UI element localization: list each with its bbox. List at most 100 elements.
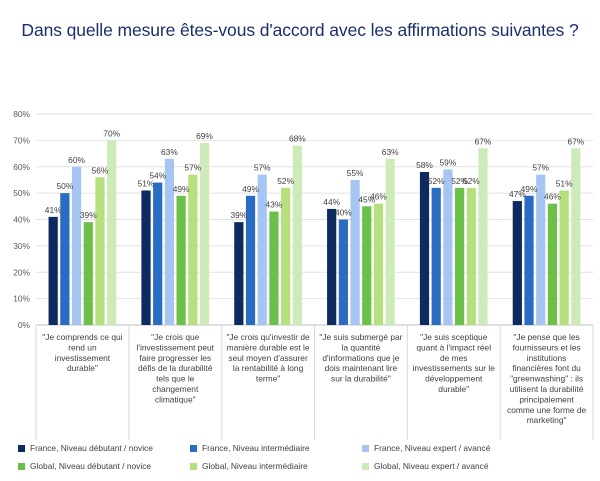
legend-item: Global, Niveau expert / avancé — [362, 461, 562, 471]
bar — [373, 203, 384, 325]
data-label: 68% — [289, 134, 306, 144]
legend-label: Global, Niveau débutant / novice — [30, 461, 152, 471]
legend-swatch — [18, 462, 25, 470]
x-tick-label: changement — [152, 384, 199, 394]
y-tick-label: 70% — [13, 135, 30, 145]
x-tick-label: "Je suis submergé par — [319, 332, 402, 342]
bar — [478, 148, 488, 325]
x-tick-label: investissement — [55, 353, 111, 363]
x-tick-label: durable" — [67, 363, 98, 373]
bar — [188, 174, 198, 325]
data-label: 67% — [567, 136, 584, 146]
data-label: 51% — [138, 178, 155, 188]
legend-item: France, Niveau expert / avancé — [362, 443, 562, 453]
x-tick-label: durable" — [438, 384, 469, 394]
bar — [199, 143, 210, 325]
data-label: 58% — [416, 160, 433, 170]
y-tick-label: 80% — [13, 109, 30, 119]
bar — [362, 206, 372, 325]
bar — [234, 222, 244, 325]
bar-chart: 0% 10% 20% 30% 40% 50% 60% 70% 80% 41% 50% 60% 39% 5… — [13, 109, 594, 440]
bar — [443, 169, 453, 325]
y-tick-label: 40% — [13, 215, 30, 225]
x-tick-label: "Je comprends ce qui — [42, 332, 122, 342]
bar — [536, 174, 546, 325]
x-tick-label: "Je pense que les — [513, 332, 579, 342]
legend-swatch — [362, 462, 369, 470]
x-tick-label: de mes — [440, 353, 467, 363]
bar — [512, 201, 522, 325]
chart-title: Dans quelle mesure êtes-vous d'accord av… — [21, 20, 579, 40]
x-tick-label: investissements sur le — [413, 363, 496, 373]
bar — [71, 166, 82, 325]
x-tick-label: l'investissement peut — [137, 342, 215, 352]
data-label: 52% — [463, 176, 480, 186]
legend-item: Global, Niveau débutant / novice — [18, 461, 190, 471]
legend-label: France, Niveau intermédiaire — [202, 443, 310, 453]
x-tick-label: climatique" — [155, 394, 196, 404]
data-label: 40% — [335, 208, 352, 218]
x-tick-label: "Je crois que — [151, 332, 199, 342]
x-tick-label: quant à l'impact réel — [416, 342, 491, 352]
data-label: 69% — [196, 131, 213, 141]
legend-label: Global, Niveau intermédiaire — [202, 461, 308, 471]
data-label: 46% — [544, 192, 561, 202]
data-label: 50% — [56, 181, 73, 191]
data-label: 55% — [347, 168, 364, 178]
bar — [547, 203, 558, 325]
data-label: 39% — [230, 210, 247, 220]
bar — [327, 208, 337, 325]
data-label: 56% — [92, 165, 109, 175]
legend-label: France, Niveau expert / avancé — [374, 443, 491, 453]
data-label: 39% — [80, 210, 97, 220]
data-label: 67% — [475, 136, 492, 146]
data-label: 49% — [521, 184, 538, 194]
bar — [292, 145, 302, 325]
x-tick-label: utilisent la durabilité — [510, 384, 584, 394]
bar — [83, 222, 93, 325]
data-label: 49% — [173, 184, 190, 194]
legend-swatch — [362, 444, 369, 452]
bar — [95, 177, 105, 325]
x-tick-label: défis de la durabilité — [138, 363, 213, 373]
x-tick-label: faire progresser les — [139, 353, 211, 363]
bar — [245, 195, 256, 325]
legend: France, Niveau débutant / novice France, … — [18, 443, 588, 471]
data-label: 57% — [532, 163, 549, 173]
x-tick-label: fournisseurs et les — [513, 342, 581, 352]
x-tick-label: dois maintenant lire — [325, 363, 398, 373]
bar — [164, 158, 174, 325]
data-label: 49% — [242, 184, 259, 194]
data-label: 70% — [103, 128, 120, 138]
x-tick-label: terme" — [256, 374, 280, 384]
bar — [269, 211, 279, 325]
x-tick-label: la rentabilité à long — [233, 363, 304, 373]
data-label: 54% — [149, 171, 166, 181]
bar — [176, 195, 186, 325]
x-tick-label: principalement — [519, 394, 574, 404]
data-label: 52% — [428, 176, 445, 186]
data-label: 59% — [440, 157, 457, 167]
data-label: 52% — [451, 176, 468, 186]
x-tick-label: institutions — [527, 353, 567, 363]
legend-item: France, Niveau débutant / novice — [18, 443, 190, 453]
y-tick-label: 30% — [13, 241, 30, 251]
data-label: 51% — [556, 178, 573, 188]
bar — [431, 187, 441, 325]
x-tick-label: comme une forme de — [507, 405, 586, 415]
bar — [60, 193, 70, 325]
x-tick-label: seul moyen d'assurer — [228, 353, 308, 363]
y-tick-label: 10% — [13, 294, 30, 304]
legend-swatch — [18, 444, 25, 452]
bar — [419, 172, 430, 325]
data-labels: 41%50%60%39%56%70%51%54%63%49%57%69%39%4… — [45, 128, 585, 220]
data-label: 45% — [358, 194, 375, 204]
data-label: 57% — [254, 163, 271, 173]
x-tick-label: "greenwashing" : ils — [510, 374, 583, 384]
x-tick-label: rend un — [68, 342, 97, 352]
x-tick-label: financières font du — [512, 363, 581, 373]
gridlines — [36, 113, 593, 326]
y-tick-label: 20% — [13, 267, 30, 277]
bars — [48, 140, 581, 325]
